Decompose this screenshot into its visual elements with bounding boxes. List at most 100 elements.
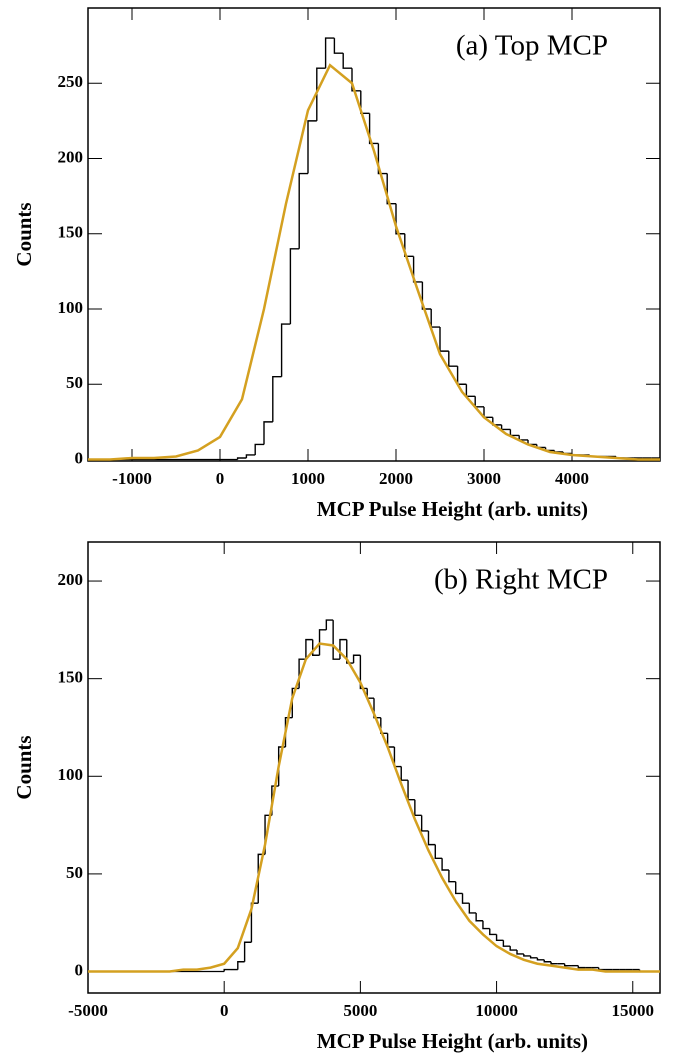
histogram-bin	[518, 435, 528, 441]
y-tick-label: 100	[58, 765, 84, 784]
x-tick-label: -1000	[112, 469, 152, 488]
fit-curve	[88, 642, 660, 973]
histogram-bin	[421, 281, 432, 310]
histogram-bin	[305, 638, 313, 660]
x-tick-label: -5000	[68, 1001, 108, 1020]
histogram-bin	[263, 421, 273, 445]
annotation: (b) Right MCP	[434, 564, 608, 596]
histogram-bin	[324, 37, 335, 69]
histogram-bin	[412, 256, 423, 283]
histogram-bin	[483, 406, 493, 419]
histogram-bin	[427, 830, 436, 846]
histogram-bin	[509, 946, 517, 951]
histogram-bin	[516, 950, 524, 955]
histogram-bin	[342, 53, 352, 69]
plot-frame	[87, 541, 661, 994]
histogram-bin	[377, 143, 388, 175]
histogram-bin	[346, 639, 354, 664]
histogram-bin	[333, 38, 344, 54]
y-tick-label: 100	[58, 298, 84, 317]
histogram-bin	[456, 366, 467, 385]
x-tick-label: 4000	[555, 469, 589, 488]
histogram-bin	[386, 733, 395, 748]
histogram-bin	[465, 384, 476, 397]
histogram-bin	[351, 68, 361, 92]
histogram-bin	[598, 967, 606, 971]
histogram-bin	[298, 172, 308, 249]
y-tick-label: 200	[58, 570, 84, 589]
annotation: (a) Top MCP	[456, 30, 608, 62]
x-tick-label: 1000	[291, 469, 325, 488]
x-tick-label: 0	[220, 1001, 229, 1020]
histogram-bin	[395, 203, 405, 235]
histogram-bin	[502, 940, 511, 947]
histogram-bin	[536, 957, 545, 961]
histogram-bin	[543, 959, 552, 963]
histogram-bin	[400, 766, 409, 781]
plot-frame	[87, 7, 661, 462]
fit-curve	[88, 63, 660, 461]
y-axis-title: Counts	[12, 202, 36, 266]
histogram-bin	[448, 351, 458, 367]
histogram-bin	[430, 308, 440, 328]
y-tick-label: 0	[75, 448, 84, 467]
histogram-bin	[386, 173, 396, 205]
histogram-bin	[352, 654, 361, 664]
histogram-bin	[243, 941, 252, 962]
histogram-bin	[318, 629, 327, 656]
y-tick-label: 250	[58, 72, 84, 91]
histogram-bin	[475, 912, 483, 922]
histogram-bin	[448, 870, 456, 883]
histogram-bin	[474, 396, 484, 408]
x-tick-label: 5000	[343, 1001, 377, 1020]
histogram-bin	[237, 961, 245, 970]
histogram-bin	[414, 799, 422, 817]
histogram-bin	[368, 113, 379, 145]
histogram-bin	[500, 424, 511, 431]
histogram-bin	[461, 893, 470, 904]
y-tick-label: 50	[66, 863, 83, 882]
histogram-bin	[325, 619, 334, 630]
histogram-bin	[289, 248, 300, 325]
y-tick-label: 0	[75, 960, 84, 979]
histogram-bin	[223, 968, 231, 972]
x-tick-label: 10000	[475, 1001, 518, 1020]
histogram-bin	[236, 457, 247, 460]
y-tick-label: 150	[58, 668, 84, 687]
x-axis-title: MCP Pulse Height (arb. units)	[317, 497, 588, 521]
histogram-bin	[489, 928, 497, 936]
histogram-bin	[366, 688, 374, 699]
histogram-bin	[407, 780, 415, 801]
histogram-bin	[509, 429, 520, 437]
histogram-bin	[482, 920, 490, 930]
histogram-bin	[577, 965, 586, 969]
histogram-bin	[373, 698, 381, 719]
histogram-bin	[495, 934, 504, 941]
histogram-bin	[359, 655, 368, 690]
x-axis-title: MCP Pulse Height (arb. units)	[317, 1029, 588, 1053]
histogram-bin	[563, 963, 572, 967]
histogram-bin	[332, 620, 340, 660]
y-axis-title: Counts	[12, 735, 36, 799]
histogram-bin	[280, 323, 291, 377]
histogram-bin	[312, 639, 320, 656]
histogram-bin	[439, 327, 449, 352]
histogram-bin	[316, 67, 326, 121]
histogram-bin	[529, 955, 538, 959]
histogram-bin	[272, 376, 282, 422]
histogram-bin	[455, 881, 463, 895]
y-tick-label: 200	[58, 147, 84, 166]
histogram-bin	[360, 90, 370, 115]
histogram-bin	[254, 443, 264, 455]
histogram-bin	[420, 815, 429, 832]
y-tick-label: 150	[58, 223, 84, 242]
histogram-bin	[434, 844, 443, 859]
histogram-bin	[307, 120, 317, 174]
x-tick-label: 0	[216, 469, 225, 488]
histogram-bin	[468, 903, 477, 914]
x-tick-label: 15000	[612, 1001, 655, 1020]
histogram-bin	[245, 454, 256, 458]
x-tick-label: 2000	[379, 469, 413, 488]
y-tick-label: 50	[66, 373, 83, 392]
